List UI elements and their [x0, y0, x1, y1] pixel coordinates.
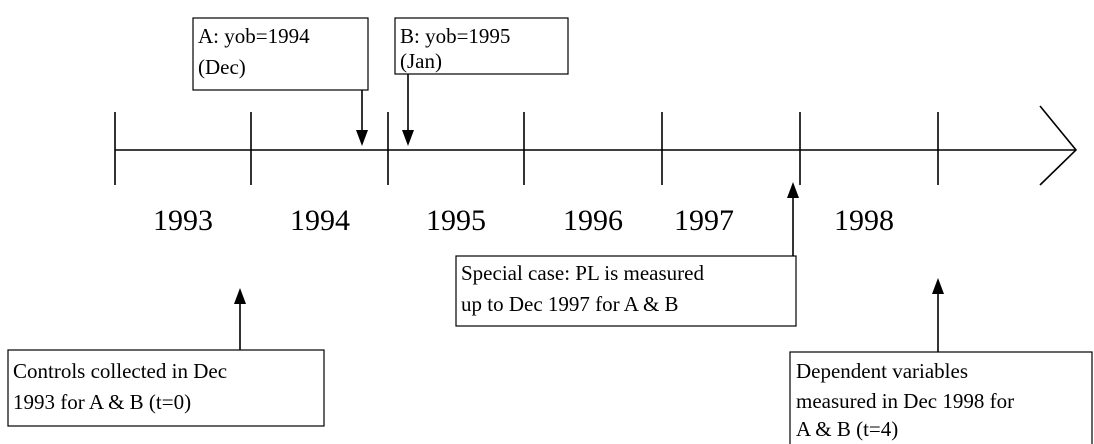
year-label: 1998 [834, 204, 894, 237]
box-text: 1993 for A & B (t=0) [13, 390, 191, 414]
year-label: 1993 [153, 204, 213, 237]
timeline-arrowhead [1039, 105, 1078, 186]
label-box [394, 17, 569, 75]
box-text: A & B (t=4) [796, 417, 898, 441]
year-label: 1995 [426, 204, 486, 237]
box-text: up to Dec 1997 for A & B [461, 292, 679, 316]
box-text: Controls collected in Dec [13, 359, 227, 383]
arrowhead [932, 278, 944, 294]
year-labels: 1993 1994 1995 1996 1997 1998 [153, 204, 894, 237]
box-text: measured in Dec 1998 for [796, 389, 1014, 413]
year-label: 1997 [674, 204, 734, 237]
box-text: Dependent variables [796, 359, 968, 383]
label-box [192, 17, 369, 91]
arrowhead [402, 130, 414, 146]
arrowhead [787, 182, 799, 198]
box-text: (Jan) [400, 49, 442, 73]
box-text: B: yob=1995 [400, 24, 510, 48]
ticks [114, 112, 939, 185]
box-text: A: yob=1994 [198, 24, 310, 48]
box-text: (Dec) [198, 55, 246, 79]
year-label: 1994 [290, 204, 350, 237]
box-text: Special case: PL is measured [461, 261, 704, 285]
year-label: 1996 [563, 204, 623, 237]
arrowhead [356, 130, 368, 146]
label-box [7, 349, 325, 427]
arrowhead [234, 288, 246, 304]
label-box [455, 255, 797, 327]
label-box [789, 351, 1093, 444]
